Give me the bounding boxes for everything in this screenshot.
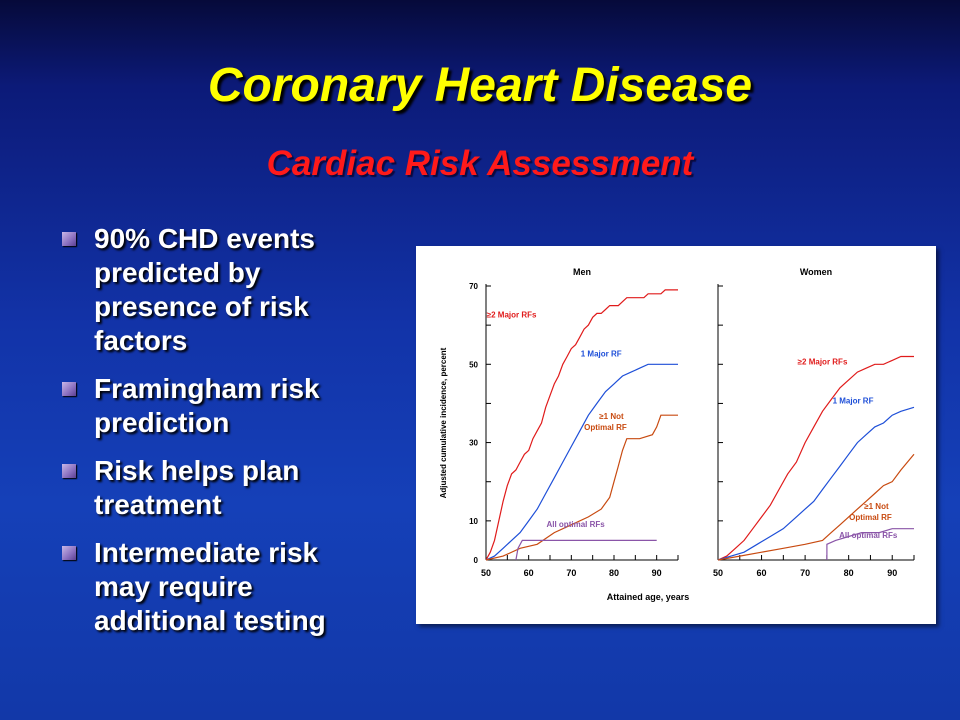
bullet-text: Framingham risk prediction [94,373,320,438]
series-label: ≥2 Major RFs [487,310,537,319]
slide-subtitle: Cardiac Risk Assessment [266,144,694,183]
x-tick-label: 70 [566,568,576,578]
series-line [485,289,678,561]
series-label: 1 Major RF [581,349,622,358]
series-line [826,528,914,560]
series-label: All optimal RFs [546,520,605,529]
series-line [717,355,914,561]
y-tick-label: 0 [474,556,479,565]
series-label: 1 Major RF [833,396,874,405]
chart-panel: Men 0 10 30 50 70 50 60 70 80 90 ≥2 Major RFs 1 Majo… [416,246,936,624]
x-tick-label: 70 [800,568,810,578]
bullet-list: 90% CHD events predicted by presence of … [60,222,380,652]
bullet-item: Intermediate risk may require additional… [60,536,380,638]
y-tick-label: 30 [469,439,478,448]
series-label: ≥1 Not [599,412,624,421]
x-axis-label: Attained age, years [607,592,690,602]
series-line [515,539,657,561]
x-tick-label: 80 [844,568,854,578]
x-tick-label: 50 [481,568,491,578]
square-bullet-icon [62,382,76,396]
series-label: ≥1 Not [864,502,889,511]
panel-title: Men [573,267,591,277]
x-tick-label: 60 [757,568,767,578]
y-tick-label: 10 [469,517,478,526]
panel-title: Women [800,267,832,277]
series-line [485,414,678,561]
bullet-text: Intermediate risk may require additional… [94,537,326,636]
series-line [717,406,915,561]
x-tick-label: 90 [887,568,897,578]
series-label: Optimal RF [584,423,627,432]
square-bullet-icon [62,464,76,478]
series-label: Optimal RF [849,513,892,522]
x-tick-label: 50 [713,568,723,578]
bullet-text: 90% CHD events predicted by presence of … [94,223,315,356]
x-tick-label: 90 [652,568,662,578]
series-label: ≥2 Major RFs [798,357,848,366]
series-line [717,453,915,561]
x-tick-label: 60 [524,568,534,578]
bullet-item: Risk helps plan treatment [60,454,380,522]
square-bullet-icon [62,232,76,246]
slide-title: Coronary Heart Disease [207,59,753,112]
y-tick-label: 50 [469,360,478,369]
bullet-text: Risk helps plan treatment [94,455,300,520]
series-label: All optimal RFs [839,531,898,540]
y-axis-label: Adjusted cumulative incidence, percent [439,347,448,498]
x-tick-label: 80 [609,568,619,578]
bullet-item: 90% CHD events predicted by presence of … [60,222,380,358]
square-bullet-icon [62,546,76,560]
incidence-chart: Men 0 10 30 50 70 50 60 70 80 90 ≥2 Major RFs 1 Majo… [439,267,915,602]
series-line [485,363,678,561]
bullet-item: Framingham risk prediction [60,372,380,440]
y-tick-label: 70 [469,282,478,291]
